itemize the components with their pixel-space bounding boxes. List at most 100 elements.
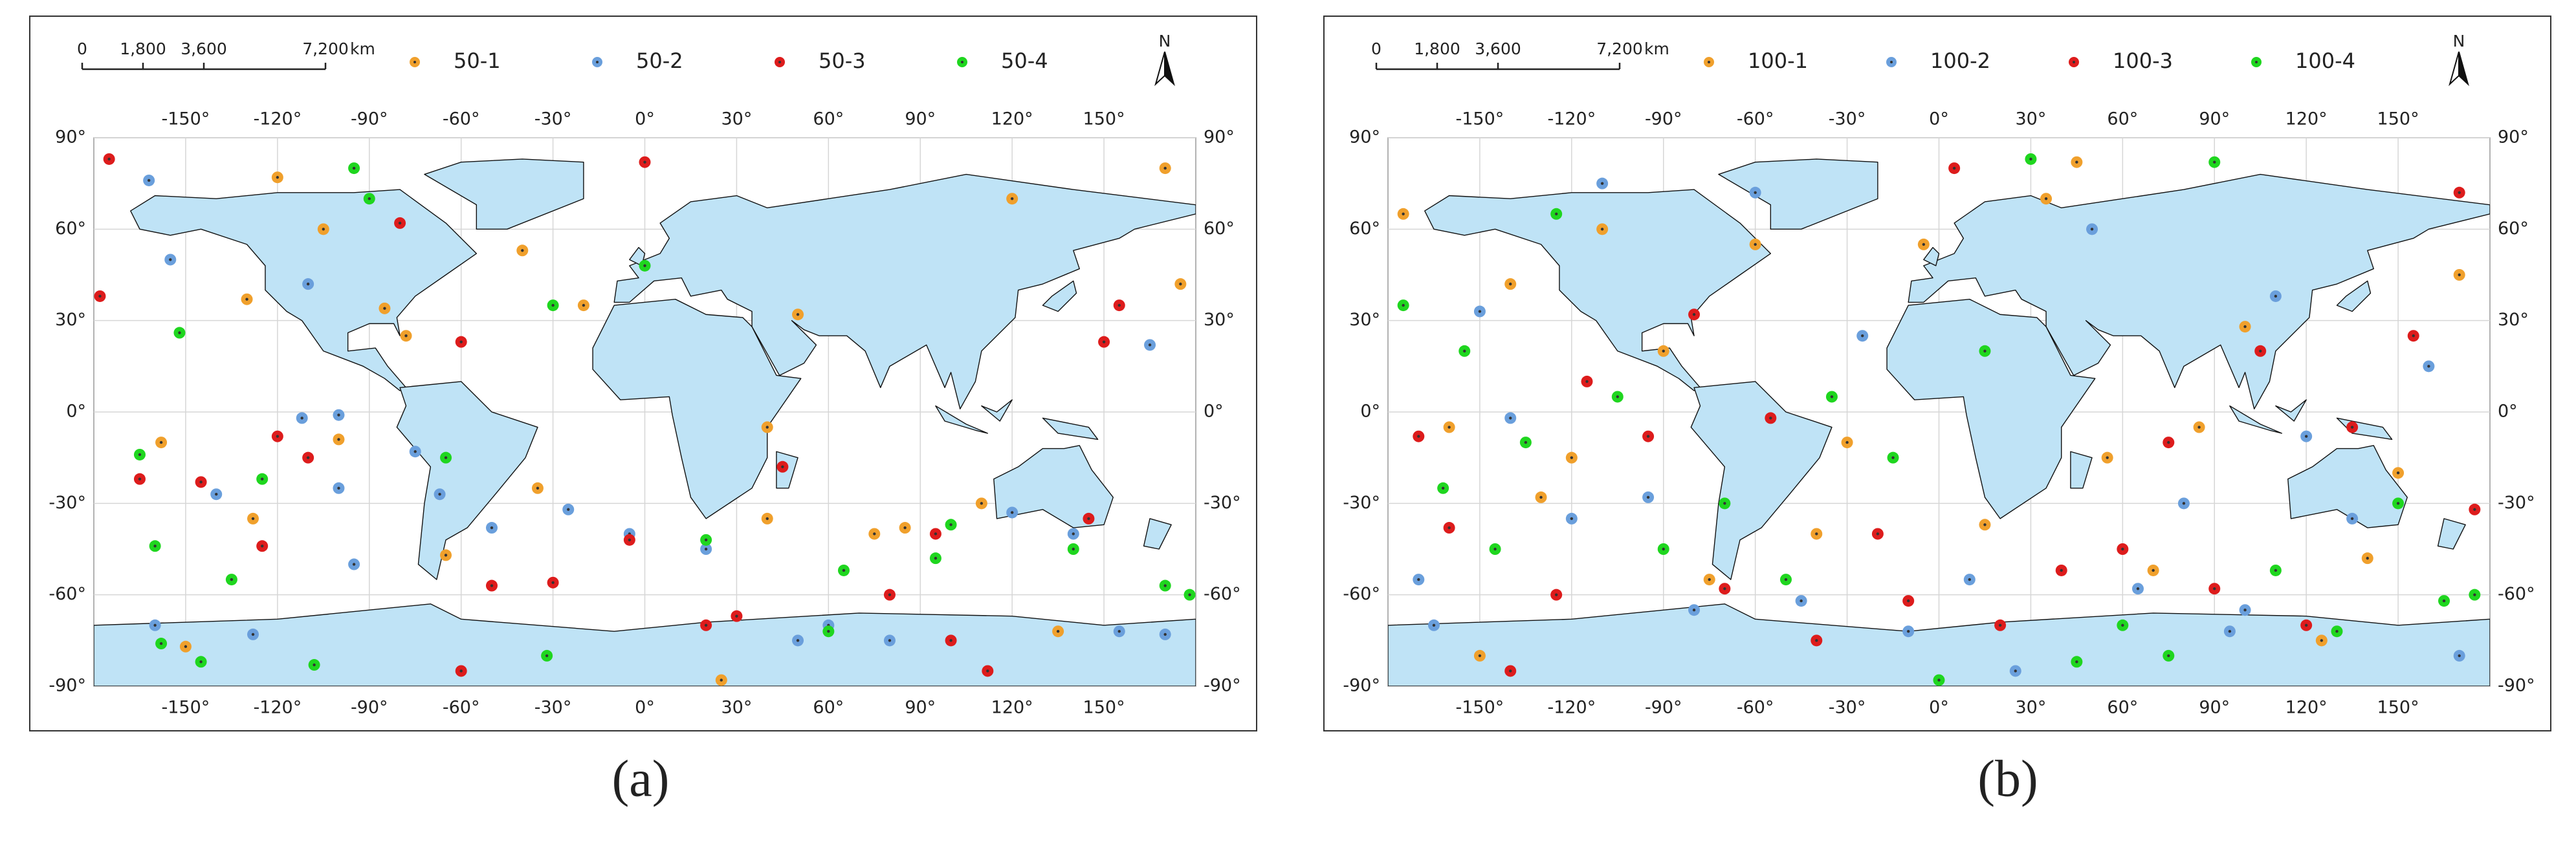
station-center — [521, 249, 524, 252]
station-center — [199, 481, 203, 484]
station-center — [567, 508, 570, 511]
station-center — [1754, 243, 1757, 246]
station-center — [1585, 380, 1589, 384]
station-center — [903, 526, 907, 530]
station-center — [2350, 517, 2354, 521]
station-center — [1188, 593, 1191, 596]
station-center — [276, 176, 280, 179]
station-center — [934, 556, 938, 560]
station-center — [1402, 212, 1405, 215]
x-tick-label: 90° — [905, 109, 936, 129]
y-tick-label: 30° — [55, 310, 86, 330]
station-center — [1784, 578, 1788, 581]
station-center — [260, 477, 264, 481]
station-center — [1983, 349, 1987, 352]
station-center — [215, 493, 218, 496]
x-tick-label: -60° — [443, 698, 480, 718]
station-center — [313, 663, 316, 667]
station-center — [1010, 511, 1014, 514]
x-tick-label: -90° — [351, 698, 388, 718]
y-tick-label: 0° — [1204, 402, 1224, 422]
station-center — [276, 435, 280, 438]
station-center — [1056, 630, 1060, 633]
station-center — [1922, 243, 1926, 246]
station-center — [1600, 182, 1604, 185]
station-center — [1861, 334, 1864, 338]
scale-unit: km — [1644, 39, 1669, 58]
station-center — [352, 166, 356, 170]
x-tick-label: 150° — [1083, 109, 1125, 129]
station-center — [337, 413, 340, 417]
y-tick-label: -60° — [49, 584, 86, 604]
scale-label: 1,800 — [1414, 39, 1460, 58]
x-tick-label: 30° — [721, 109, 752, 129]
station-center — [628, 538, 632, 542]
station-center — [551, 581, 555, 585]
station-center — [1448, 526, 1451, 530]
station-center — [2243, 609, 2247, 612]
station-center — [2473, 593, 2476, 596]
x-tick-label: 60° — [2107, 109, 2138, 129]
x-tick-label: -150° — [162, 109, 210, 129]
station-center — [2396, 502, 2400, 505]
station-center — [2075, 160, 2078, 164]
station-center — [306, 282, 310, 286]
legend-marker-center — [778, 61, 781, 63]
station-center — [949, 523, 952, 526]
station-center — [2167, 654, 2170, 658]
scale-label: 0 — [1371, 39, 1382, 58]
station-center — [2304, 435, 2308, 438]
x-tick-label: -150° — [1456, 698, 1504, 718]
x-tick-label: 60° — [813, 109, 844, 129]
scale-label: 7,200 — [1596, 39, 1643, 58]
station-center — [551, 303, 555, 307]
station-center — [2458, 273, 2461, 277]
station-center — [2458, 654, 2461, 658]
panel-frame — [29, 16, 1257, 731]
y-tick-label: 30° — [1204, 310, 1235, 330]
station-center — [169, 258, 172, 261]
x-tick-label: 90° — [905, 698, 936, 718]
x-tick-label: 60° — [2107, 698, 2138, 718]
y-tick-label: -60° — [1343, 584, 1380, 604]
station-center — [251, 517, 255, 521]
north-arrow — [2458, 51, 2469, 87]
station-center — [337, 486, 340, 490]
north-arrow — [2449, 51, 2460, 87]
station-center — [1570, 456, 1574, 459]
y-tick-label: -90° — [49, 676, 86, 696]
legend-marker-center — [413, 61, 416, 63]
station-center — [2029, 157, 2032, 161]
station-center — [1163, 166, 1167, 170]
y-tick-label: -30° — [1204, 493, 1241, 513]
station-center — [2243, 325, 2247, 329]
map-panel: -150° -150° -120° -120° -90° -90° -60° -60° -30°… — [1323, 16, 2551, 807]
station-center — [1937, 678, 1941, 682]
station-center — [1662, 547, 1665, 551]
station-center — [1998, 623, 2002, 627]
station-center — [159, 642, 163, 645]
station-center — [1102, 340, 1106, 343]
station-center — [444, 456, 448, 459]
station-center — [2182, 502, 2186, 505]
station-center — [704, 623, 708, 627]
station-center — [2473, 508, 2476, 511]
station-center — [765, 517, 769, 521]
station-center — [1087, 517, 1090, 521]
legend-label: 100-1 — [1748, 49, 1808, 73]
station-center — [1463, 349, 1466, 352]
station-center — [2228, 630, 2232, 633]
legend-label: 100-4 — [2295, 49, 2355, 73]
x-tick-label: -90° — [1645, 698, 1682, 718]
station-center — [2121, 547, 2124, 551]
station-center — [735, 614, 738, 618]
station-center — [398, 221, 402, 225]
station-center — [2044, 197, 2048, 200]
legend-marker-center — [2073, 61, 2075, 63]
x-tick-label: 0° — [635, 698, 655, 718]
y-tick-label: 90° — [1204, 127, 1235, 147]
station-center — [138, 477, 142, 481]
y-tick-label: -30° — [2498, 493, 2535, 513]
station-center — [306, 456, 310, 459]
station-center — [796, 639, 800, 642]
